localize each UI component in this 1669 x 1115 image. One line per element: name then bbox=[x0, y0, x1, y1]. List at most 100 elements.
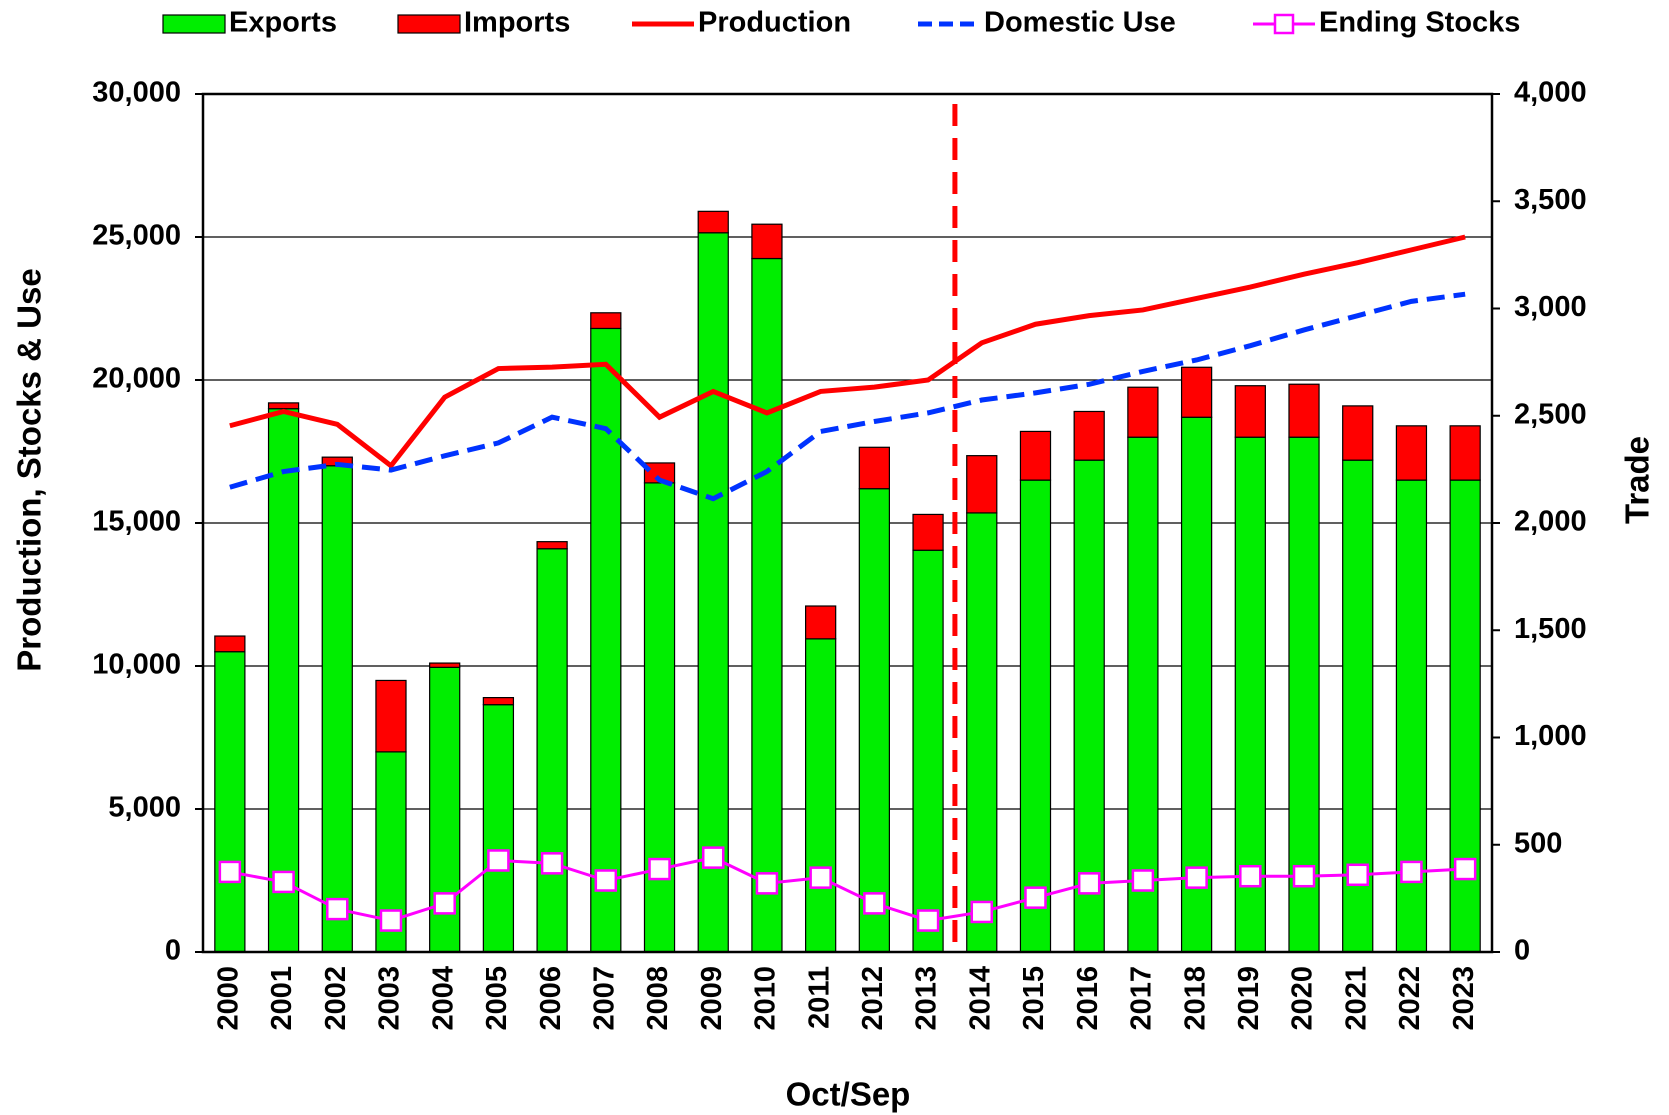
bar bbox=[482, 697, 515, 706]
marker bbox=[272, 870, 295, 894]
marker bbox=[648, 857, 671, 881]
x-tick-label: 2013 bbox=[911, 966, 943, 1031]
marker bbox=[1185, 866, 1208, 889]
x-tick-label: 2020 bbox=[1287, 966, 1319, 1031]
bar bbox=[912, 549, 944, 953]
bar bbox=[966, 512, 998, 953]
line bbox=[229, 856, 1466, 923]
marker bbox=[916, 909, 940, 932]
x-tick-label: 2019 bbox=[1233, 966, 1265, 1031]
x-tick-label: 2015 bbox=[1018, 966, 1050, 1031]
y2-tick-label: 1,000 bbox=[1514, 720, 1587, 752]
marker bbox=[487, 849, 510, 872]
x-tick-label: 2011 bbox=[803, 966, 835, 1029]
bar bbox=[1342, 405, 1374, 461]
x-tick-label: 2016 bbox=[1072, 966, 1104, 1031]
y-tick-label: 20,000 bbox=[92, 363, 181, 395]
y-tick-label: 15,000 bbox=[92, 506, 181, 538]
marker bbox=[1131, 869, 1155, 892]
marker bbox=[433, 892, 456, 915]
bar bbox=[751, 257, 783, 953]
marker bbox=[701, 846, 725, 869]
bar bbox=[1234, 385, 1266, 438]
marker bbox=[809, 866, 832, 889]
bar bbox=[643, 482, 676, 953]
legend-swatch bbox=[397, 14, 461, 34]
x-tick-label: 2007 bbox=[588, 966, 620, 1031]
x-tick-label: 2018 bbox=[1179, 966, 1211, 1031]
y-tick-label: 0 bbox=[165, 935, 181, 967]
x-tick-label: 2000 bbox=[213, 966, 245, 1031]
marker bbox=[1346, 863, 1369, 887]
marker bbox=[755, 872, 779, 895]
bar bbox=[697, 232, 729, 953]
x-tick-label: 2017 bbox=[1126, 966, 1158, 1031]
legend-label: Domestic Use bbox=[984, 7, 1176, 39]
bar bbox=[751, 223, 783, 260]
y2-tick-label: 500 bbox=[1514, 827, 1562, 859]
y2-tick-label: 2,000 bbox=[1514, 506, 1587, 538]
bar bbox=[1449, 479, 1481, 953]
bar bbox=[697, 210, 729, 234]
x-tick-label: 2012 bbox=[857, 966, 889, 1031]
legend-label: Production bbox=[698, 7, 851, 39]
bar bbox=[858, 488, 890, 953]
y-tick-label: 25,000 bbox=[92, 220, 181, 252]
bar bbox=[1019, 479, 1052, 953]
marker bbox=[1292, 864, 1316, 888]
bar bbox=[805, 638, 837, 953]
y2-tick-label: 3,000 bbox=[1514, 291, 1587, 323]
y2-tick-label: 0 bbox=[1514, 935, 1530, 967]
bar bbox=[321, 465, 353, 953]
bar bbox=[267, 408, 300, 953]
legend-label: Ending Stocks bbox=[1319, 7, 1520, 39]
marker bbox=[326, 897, 349, 921]
x-tick-label: 2008 bbox=[642, 966, 674, 1031]
bar bbox=[482, 704, 515, 953]
bar bbox=[1288, 383, 1320, 438]
bar bbox=[1019, 430, 1052, 481]
marker bbox=[540, 852, 564, 875]
x-tick-label: 2009 bbox=[696, 966, 728, 1031]
legend-label: Exports bbox=[229, 7, 337, 39]
bar bbox=[590, 312, 622, 330]
y2-axis-title: Trade bbox=[1619, 436, 1656, 524]
legend-label: Imports bbox=[464, 7, 570, 39]
marker bbox=[594, 869, 618, 892]
bar bbox=[1073, 410, 1105, 461]
x-tick-label: 2005 bbox=[481, 966, 513, 1031]
bar bbox=[214, 635, 246, 653]
y-tick-label: 5,000 bbox=[108, 792, 181, 824]
marker bbox=[1024, 886, 1047, 909]
y-tick-label: 30,000 bbox=[92, 77, 181, 109]
y2-tick-label: 3,500 bbox=[1514, 184, 1587, 216]
marker bbox=[970, 900, 994, 924]
marker bbox=[218, 860, 242, 884]
x-tick-label: 2003 bbox=[374, 966, 406, 1031]
marker bbox=[1400, 860, 1423, 884]
x-tick-label: 2022 bbox=[1394, 966, 1426, 1031]
bar bbox=[429, 662, 461, 668]
bar bbox=[1395, 425, 1428, 481]
x-tick-label: 2001 bbox=[266, 966, 298, 1031]
y2-tick-label: 4,000 bbox=[1514, 77, 1587, 109]
x-tick-label: 2010 bbox=[750, 966, 782, 1031]
bar bbox=[536, 541, 568, 550]
marker bbox=[1239, 864, 1262, 888]
bar bbox=[966, 455, 998, 514]
x-tick-label: 2023 bbox=[1448, 966, 1480, 1031]
bar bbox=[267, 402, 300, 410]
x-tick-label: 2006 bbox=[535, 966, 567, 1031]
legend-swatch bbox=[162, 14, 226, 34]
bar bbox=[536, 548, 568, 953]
x-tick-label: 2004 bbox=[427, 966, 459, 1031]
bar bbox=[805, 605, 837, 640]
line bbox=[229, 234, 1466, 470]
legend-marker bbox=[1273, 13, 1295, 35]
marker bbox=[1077, 872, 1101, 895]
line bbox=[229, 291, 1466, 502]
x-tick-label: 2002 bbox=[320, 966, 352, 1031]
bar bbox=[643, 462, 676, 484]
